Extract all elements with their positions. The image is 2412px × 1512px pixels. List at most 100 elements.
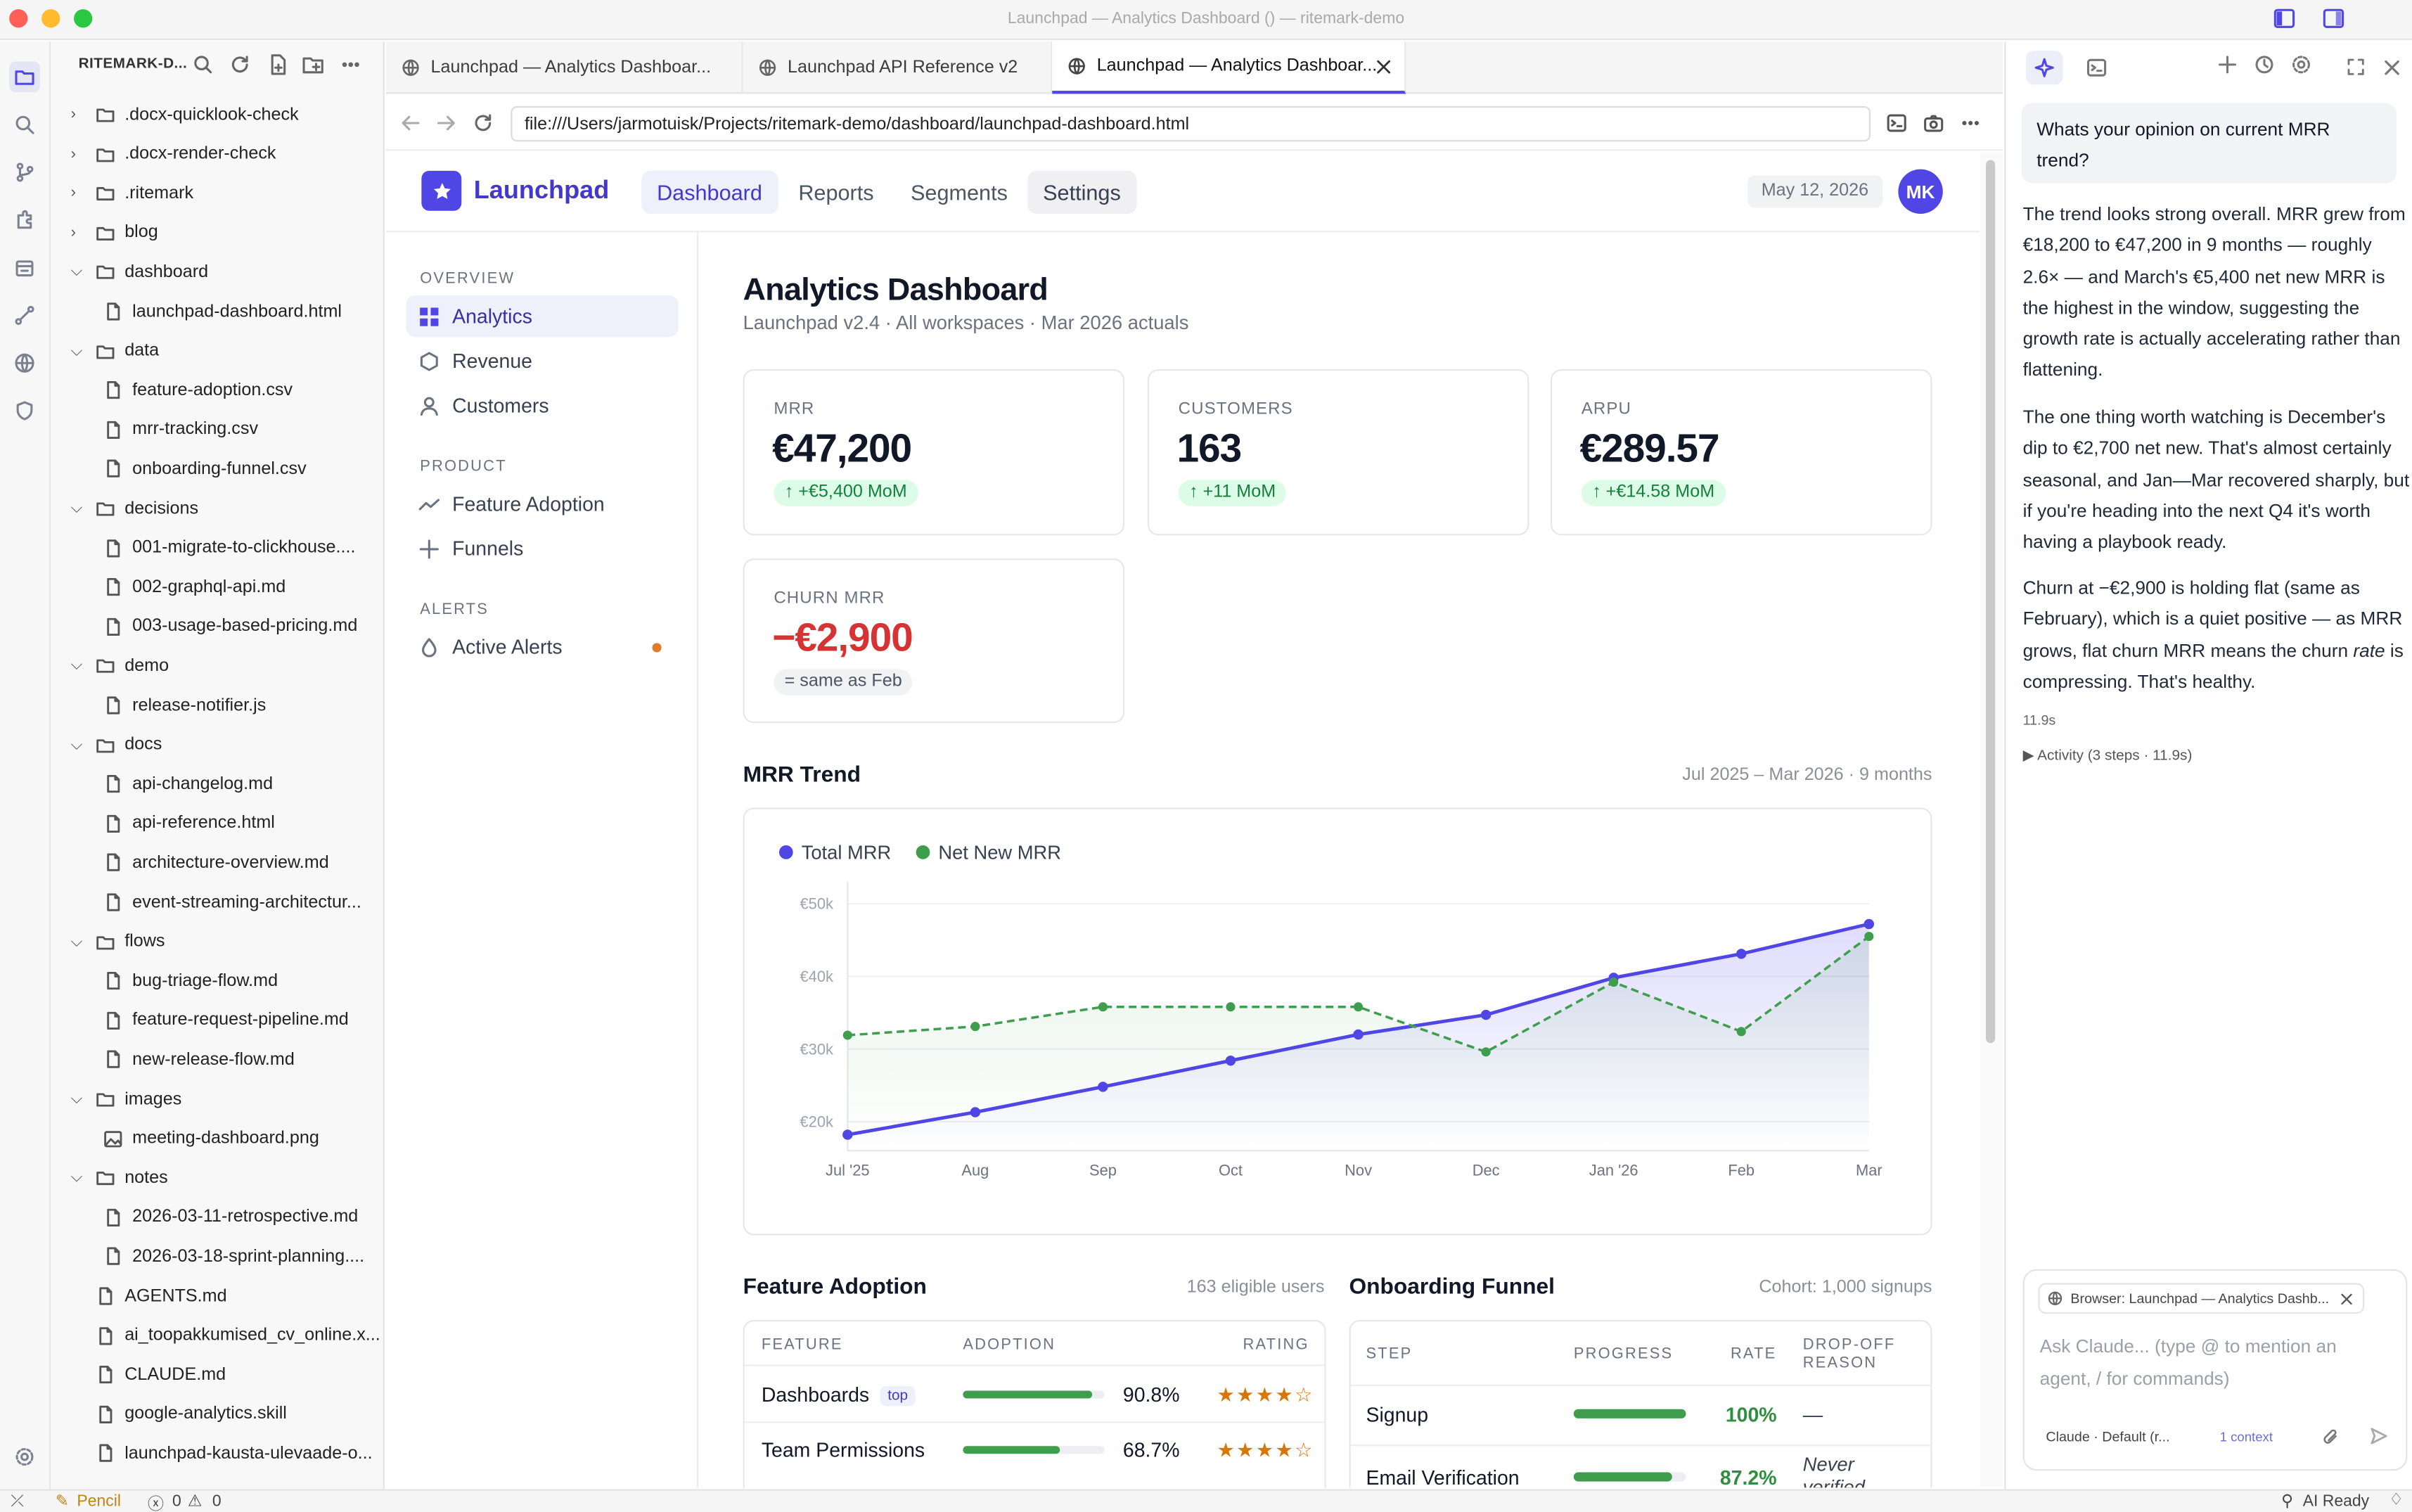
avatar[interactable]: MK: [1898, 169, 1943, 214]
ai-status[interactable]: AI Ready: [2302, 1492, 2370, 1511]
tree-file[interactable]: api-changelog.md: [51, 765, 383, 804]
warning-count[interactable]: 0: [212, 1492, 222, 1511]
flow-icon[interactable]: [9, 300, 40, 331]
chevron-right-icon[interactable]: ›: [70, 145, 76, 162]
history-icon[interactable]: [2254, 54, 2276, 76]
search-icon[interactable]: [191, 52, 215, 77]
brand-name[interactable]: Launchpad: [473, 177, 610, 205]
tree-file[interactable]: AGENTS.md: [51, 1277, 383, 1316]
chevron-down-icon[interactable]: ⌵: [70, 1169, 83, 1186]
tree-file[interactable]: feature-adoption.csv: [51, 371, 383, 410]
close-tab-icon[interactable]: [1375, 58, 1392, 75]
tree-folder[interactable]: ⌵ images: [51, 1080, 383, 1119]
gear-icon[interactable]: [2290, 54, 2312, 76]
tree-file[interactable]: meeting-dashboard.png: [51, 1120, 383, 1158]
search-icon[interactable]: [9, 109, 40, 140]
tab-analytics-dashboard-1[interactable]: Launchpad — Analytics Dashboar...: [386, 41, 743, 94]
context-count[interactable]: 1 context: [2219, 1429, 2273, 1445]
brand-logo[interactable]: [421, 170, 462, 211]
context-chip[interactable]: Browser: Launchpad — Analytics Dashb...: [2038, 1283, 2365, 1314]
tree-file[interactable]: api-reference.html: [51, 805, 383, 843]
tree-folder[interactable]: ⌵ flows: [51, 923, 383, 961]
tree-file[interactable]: google-analytics.skill: [51, 1395, 383, 1434]
nav-settings[interactable]: Settings: [1027, 170, 1136, 214]
chevron-right-icon[interactable]: ›: [70, 184, 76, 202]
branch-label[interactable]: Pencil: [77, 1492, 121, 1511]
sidebar-item-funnels[interactable]: Funnels: [406, 527, 679, 569]
tree-file[interactable]: 003-usage-based-pricing.md: [51, 608, 383, 646]
calendar-icon[interactable]: [9, 252, 40, 283]
tree-file[interactable]: architecture-overview.md: [51, 844, 383, 883]
tree-folder[interactable]: › .docx-quicklook-check: [51, 96, 383, 134]
new-folder-icon[interactable]: [302, 52, 326, 77]
chevron-down-icon[interactable]: ⌵: [70, 499, 83, 517]
nav-segments[interactable]: Segments: [911, 179, 1008, 205]
toggle-sidebar-icon[interactable]: [2273, 8, 2295, 30]
terminal-icon[interactable]: [2086, 57, 2108, 79]
tree-file[interactable]: bug-triage-flow.md: [51, 962, 383, 1001]
tree-folder[interactable]: › .docx-render-check: [51, 135, 383, 174]
close-window-button[interactable]: [9, 9, 28, 28]
tree-file[interactable]: 2026-03-18-sprint-planning....: [51, 1238, 383, 1276]
back-arrow-icon[interactable]: [400, 113, 422, 134]
sidebar-item-feature-adoption[interactable]: Feature Adoption: [406, 483, 679, 525]
reload-icon[interactable]: [473, 113, 494, 134]
minimize-window-button[interactable]: [41, 9, 60, 28]
warning-icon[interactable]: ⚠: [187, 1492, 203, 1511]
tree-folder[interactable]: ⌵ demo: [51, 647, 383, 686]
source-control-icon[interactable]: [9, 157, 40, 188]
tree-folder[interactable]: ⌵ notes: [51, 1159, 383, 1198]
chevron-down-icon[interactable]: ⌵: [70, 657, 83, 674]
address-bar[interactable]: file:///Users/jarmotuisk/Projects/ritema…: [511, 105, 1871, 142]
activity-toggle[interactable]: ▶ Activity (3 steps · 11.9s): [2022, 748, 2193, 765]
plus-icon[interactable]: [2217, 54, 2238, 76]
new-file-icon[interactable]: [266, 52, 290, 77]
globe-icon[interactable]: [9, 347, 40, 378]
tab-api-reference[interactable]: Launchpad API Reference v2: [743, 41, 1053, 94]
paperclip-icon[interactable]: [2321, 1428, 2340, 1446]
nav-reports[interactable]: Reports: [798, 179, 874, 205]
tree-folder[interactable]: ⌵ dashboard: [51, 253, 383, 292]
more-actions-icon[interactable]: [338, 52, 363, 77]
extensions-icon[interactable]: [9, 205, 40, 236]
tree-file[interactable]: launchpad-dashboard.html: [51, 293, 383, 331]
expand-icon[interactable]: [2346, 57, 2366, 77]
tree-file[interactable]: new-release-flow.md: [51, 1041, 383, 1079]
chevron-down-icon[interactable]: ⌵: [70, 263, 83, 281]
tree-file[interactable]: CLAUDE.md: [51, 1356, 383, 1395]
tree-file[interactable]: launchpad-kausta-ulevaade-o...: [51, 1435, 383, 1473]
tree-file[interactable]: ai_toopakkumised_cv_online.x...: [51, 1316, 383, 1355]
chevron-down-icon[interactable]: ⌵: [70, 342, 83, 359]
tree-folder[interactable]: › .ritemark: [51, 174, 383, 213]
sidebar-item-active-alerts[interactable]: Active Alerts: [406, 626, 679, 667]
chevron-right-icon[interactable]: ›: [70, 224, 76, 241]
remove-context-icon[interactable]: [2340, 1291, 2354, 1305]
refresh-icon[interactable]: [228, 52, 252, 77]
bell-icon[interactable]: ♢: [2389, 1490, 2404, 1509]
sparkle-icon[interactable]: [2025, 51, 2063, 85]
tree-folder[interactable]: ⌵ decisions: [51, 489, 383, 528]
sidebar-item-revenue[interactable]: Revenue: [406, 340, 679, 381]
chat-input-field[interactable]: Ask Claude... (type @ to mention an agen…: [2039, 1335, 2337, 1390]
zoom-window-button[interactable]: [74, 9, 93, 28]
shield-icon[interactable]: [9, 395, 40, 426]
scrollbar-thumb[interactable]: [1986, 160, 1996, 1044]
tree-file[interactable]: release-notifier.js: [51, 686, 383, 725]
terminal-icon[interactable]: [1886, 113, 1908, 134]
page-scrollbar[interactable]: [1980, 152, 2003, 1488]
tree-folder[interactable]: ⌵ data: [51, 332, 383, 371]
model-selector[interactable]: Claude · Default (r...: [2046, 1429, 2170, 1445]
close-icon[interactable]: [2382, 58, 2401, 77]
error-count[interactable]: 0: [172, 1492, 181, 1511]
tree-file[interactable]: 2026-03-11-retrospective.md: [51, 1198, 383, 1237]
sidebar-item-analytics[interactable]: Analytics: [406, 295, 679, 338]
tree-file[interactable]: event-streaming-architectur...: [51, 883, 383, 922]
tree-file[interactable]: mrr-tracking.csv: [51, 411, 383, 449]
sidebar-item-customers[interactable]: Customers: [406, 385, 679, 426]
tree-file[interactable]: onboarding-funnel.csv: [51, 450, 383, 489]
send-icon[interactable]: [2369, 1426, 2389, 1446]
chevron-down-icon[interactable]: ⌵: [70, 736, 83, 753]
tree-file[interactable]: feature-request-pipeline.md: [51, 1001, 383, 1040]
chevron-right-icon[interactable]: ›: [70, 105, 76, 123]
nav-dashboard[interactable]: Dashboard: [641, 170, 778, 214]
